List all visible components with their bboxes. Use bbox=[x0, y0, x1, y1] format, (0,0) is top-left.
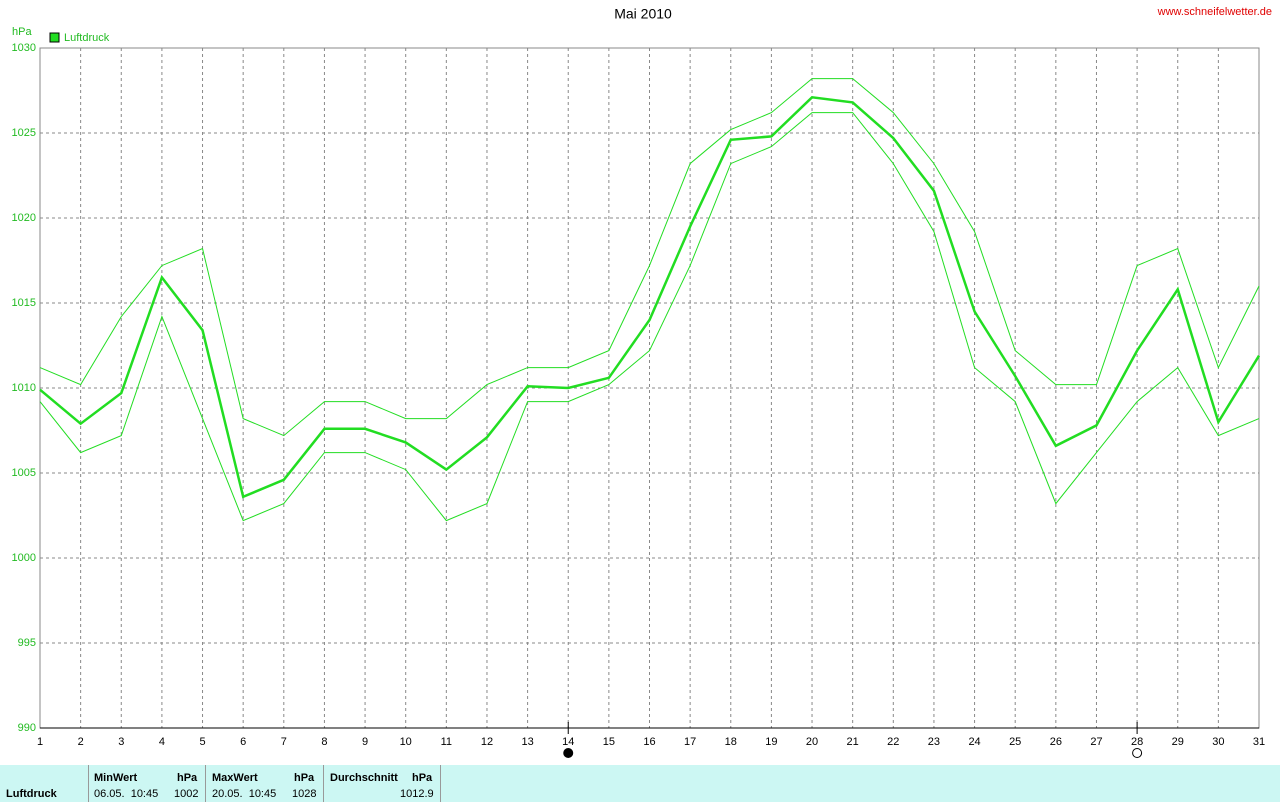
line bbox=[39, 78, 1260, 437]
col-header: MaxWert bbox=[212, 772, 258, 784]
col-value: 1012.9 bbox=[400, 788, 434, 800]
col-time: 20.05. 10:45 bbox=[212, 788, 277, 800]
y-tick-label: 1005 bbox=[12, 467, 36, 479]
legend-label: Luftdruck bbox=[64, 32, 110, 44]
x-tick-label: 25 bbox=[1009, 736, 1021, 748]
separator bbox=[440, 765, 441, 802]
x-tick-label: 27 bbox=[1090, 736, 1102, 748]
x-tick-label: 13 bbox=[521, 736, 533, 748]
x-tick-label: 8 bbox=[321, 736, 327, 748]
x-tick-label: 22 bbox=[887, 736, 899, 748]
col-unit: hPa bbox=[294, 772, 315, 784]
y-tick-label: 1010 bbox=[12, 382, 36, 394]
y-tick-label: 990 bbox=[18, 722, 36, 734]
y-tick-label: 1030 bbox=[12, 42, 36, 54]
x-tick-label: 12 bbox=[481, 736, 493, 748]
x-tick-label: 23 bbox=[928, 736, 940, 748]
x-tick-label: 31 bbox=[1253, 736, 1265, 748]
legend-swatch bbox=[49, 32, 60, 43]
x-tick-label: 1 bbox=[37, 736, 43, 748]
footer: Luftdruck MinWert hPa 06.05. 10:45 1002 … bbox=[0, 765, 1280, 802]
separator bbox=[323, 765, 324, 802]
y-tick-label: 1020 bbox=[12, 212, 36, 224]
x-tick-label: 14 bbox=[562, 736, 574, 748]
y-unit: hPa bbox=[12, 26, 32, 38]
x-tick-label: 9 bbox=[362, 736, 368, 748]
x-tick-label: 26 bbox=[1050, 736, 1062, 748]
x-tick-label: 21 bbox=[847, 736, 859, 748]
x-tick-label: 10 bbox=[400, 736, 412, 748]
x-tick-label: 24 bbox=[968, 736, 980, 748]
x-tick-label: 29 bbox=[1172, 736, 1184, 748]
source: www.schneifelwetter.de bbox=[1157, 6, 1272, 18]
col-unit: hPa bbox=[412, 772, 433, 784]
y-tick-label: 995 bbox=[18, 637, 36, 649]
x-tick-label: 20 bbox=[806, 736, 818, 748]
col-value: 1028 bbox=[292, 788, 317, 800]
col-unit: hPa bbox=[177, 772, 198, 784]
separator bbox=[205, 765, 206, 802]
x-tick-label: 6 bbox=[240, 736, 246, 748]
x-tick-label: 4 bbox=[159, 736, 165, 748]
col-header: MinWert bbox=[94, 772, 138, 784]
col-header: Durchschnitt bbox=[330, 772, 398, 784]
col-value: 1002 bbox=[174, 788, 199, 800]
line bbox=[39, 112, 1260, 522]
x-tick-label: 7 bbox=[281, 736, 287, 748]
moon-marker bbox=[1132, 748, 1143, 758]
chart-title: Mai 2010 bbox=[614, 6, 672, 22]
x-tick-label: 30 bbox=[1212, 736, 1224, 748]
y-tick-label: 1025 bbox=[12, 127, 36, 139]
x-tick-label: 2 bbox=[78, 736, 84, 748]
separator bbox=[88, 765, 89, 802]
footer-label: Luftdruck bbox=[6, 788, 57, 800]
moon-marker bbox=[563, 748, 574, 758]
y-tick-label: 1000 bbox=[12, 552, 36, 564]
x-tick-label: 17 bbox=[684, 736, 696, 748]
chart: Mai 2010 www.schneifelwetter.de hPa 990 9… bbox=[12, 6, 1272, 758]
x-tick-label: 3 bbox=[118, 736, 124, 748]
x-tick-label: 19 bbox=[765, 736, 777, 748]
x-tick-label: 5 bbox=[199, 736, 205, 748]
y-tick-label: 1015 bbox=[12, 297, 36, 309]
x-tick-label: 15 bbox=[603, 736, 615, 748]
x-tick-label: 11 bbox=[441, 736, 452, 748]
x-tick-label: 18 bbox=[725, 736, 737, 748]
x-tick-label: 28 bbox=[1131, 736, 1143, 748]
x-tick-label: 16 bbox=[643, 736, 655, 748]
col-time: 06.05. 10:45 bbox=[94, 788, 159, 800]
line bbox=[39, 95, 1261, 499]
